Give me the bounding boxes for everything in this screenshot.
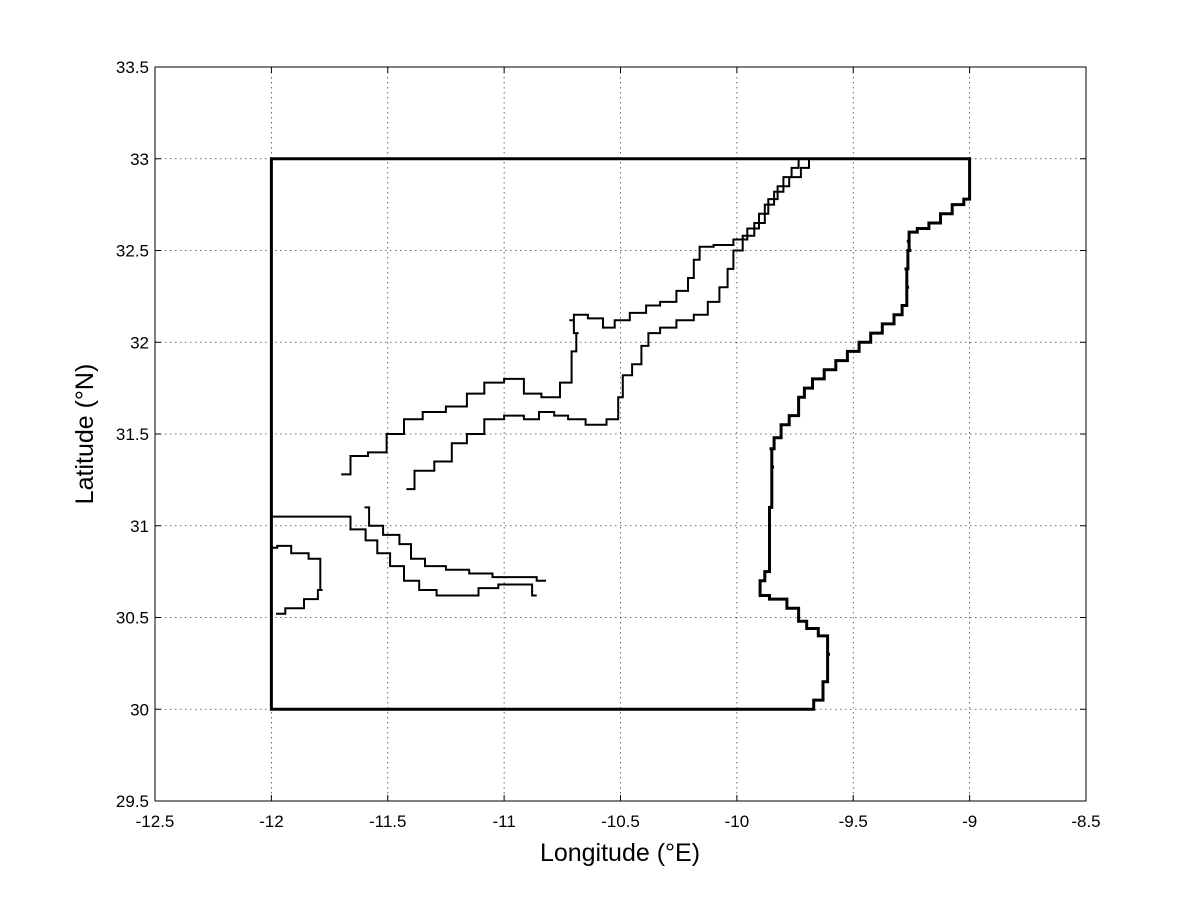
x-tick-label: -9 [962,812,977,831]
model-domain-boundary [269,157,972,711]
contour-line-5 [406,157,802,491]
contour-line-2 [271,515,537,597]
depth-contours [271,157,812,615]
y-tick-label: 33.5 [116,58,149,77]
x-tick-label: -12.5 [136,812,175,831]
y-tick-label: 32.5 [116,242,149,261]
x-tick-label: -10 [725,812,750,831]
x-tick-label: -12 [259,812,284,831]
y-tick-label: 30.5 [116,609,149,628]
x-axis-label: Longitude (°E) [540,839,700,867]
plot-content [269,157,972,711]
y-tick-label: 31 [130,517,149,536]
x-tick-label: -11 [492,812,515,831]
x-tick-label: -10.5 [601,812,640,831]
x-tick-label: -8.5 [1071,812,1100,831]
y-tick-label: 33 [130,150,149,169]
y-axis-label: Latitude (°N) [71,364,99,505]
y-tick-label: 31.5 [116,425,149,444]
y-tick-label: 29.5 [116,792,149,811]
y-axis-ticks: 29.5 30 30.5 31 31.5 32 32.5 33 33.5 [116,58,1086,811]
contour-line-3 [341,157,812,476]
x-tick-label: -11.5 [369,812,407,831]
x-axis-ticks: -12.5 -12 -11.5 -11 -10.5 -10 -9.5 -9 -8.5 [136,67,1101,831]
x-tick-label: -9.5 [839,812,868,831]
contour-line-4 [364,506,546,582]
y-tick-label: 30 [130,700,149,719]
y-tick-label: 32 [130,333,149,352]
contour-line-1 [271,544,323,615]
